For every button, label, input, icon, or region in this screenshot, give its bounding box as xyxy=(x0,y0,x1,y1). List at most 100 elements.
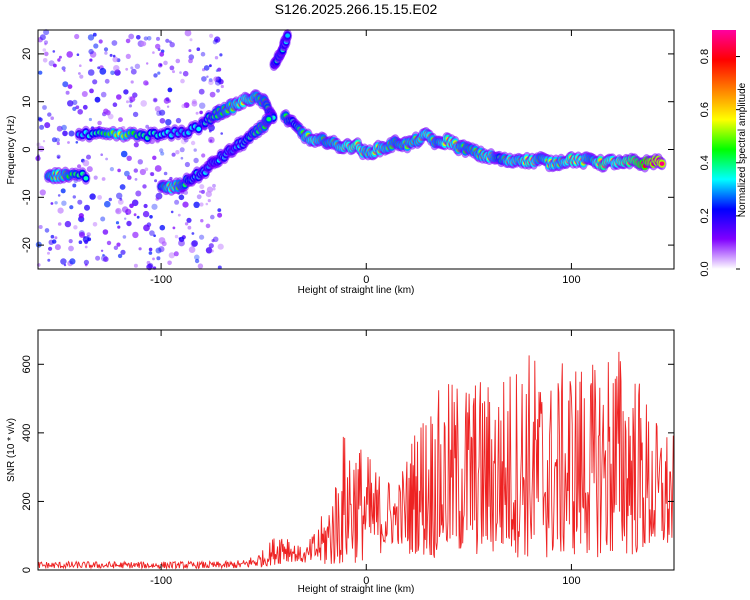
noise-speckle xyxy=(208,78,213,83)
noise-speckle xyxy=(171,152,176,157)
noise-speckle xyxy=(57,194,61,197)
noise-speckle xyxy=(86,154,91,160)
noise-speckle xyxy=(119,198,123,201)
noise-speckle xyxy=(126,220,132,227)
noise-speckle xyxy=(57,156,60,159)
noise-speckle xyxy=(184,29,192,37)
spec-ytick-label: -20 xyxy=(21,237,33,253)
noise-speckle xyxy=(200,51,206,57)
noise-speckle xyxy=(134,178,138,181)
noise-speckle xyxy=(57,58,61,62)
noise-speckle xyxy=(50,202,54,205)
noise-speckle xyxy=(124,170,130,177)
noise-speckle xyxy=(135,190,142,197)
noise-speckle xyxy=(199,102,206,109)
noise-speckle xyxy=(212,39,218,45)
noise-speckle xyxy=(202,68,206,72)
noise-speckle xyxy=(175,117,182,124)
noise-speckle xyxy=(89,58,93,62)
noise-speckle xyxy=(217,212,223,218)
noise-speckle xyxy=(117,253,123,259)
noise-speckle xyxy=(199,184,205,190)
noise-speckle xyxy=(44,40,48,45)
noise-speckle xyxy=(92,222,98,227)
snr-frame xyxy=(37,329,675,571)
noise-speckle xyxy=(101,177,106,181)
noise-speckle xyxy=(103,47,109,52)
noise-speckle xyxy=(181,103,186,109)
noise-speckle xyxy=(113,245,119,250)
noise-speckle xyxy=(105,157,108,161)
noise-speckle xyxy=(124,217,127,220)
noise-speckle xyxy=(100,91,107,98)
noise-speckle xyxy=(123,89,129,95)
noise-speckle xyxy=(205,202,209,206)
noise-speckle xyxy=(61,66,66,71)
noise-speckle xyxy=(67,84,73,89)
noise-speckle xyxy=(116,242,121,247)
noise-speckle xyxy=(99,67,107,75)
noise-speckle xyxy=(60,188,66,194)
noise-speckle xyxy=(209,64,212,68)
noise-speckle xyxy=(62,130,68,137)
noise-speckle xyxy=(165,38,170,43)
noise-speckle xyxy=(69,258,76,265)
noise-speckle xyxy=(220,132,223,135)
noise-speckle xyxy=(105,110,111,116)
noise-speckle xyxy=(73,225,78,230)
noise-speckle xyxy=(137,159,143,165)
ridge-lower-branch xyxy=(156,112,274,196)
noise-speckle xyxy=(148,247,153,252)
noise-speckle xyxy=(125,53,131,60)
noise-speckle xyxy=(38,70,43,75)
noise-speckle xyxy=(152,155,157,160)
noise-speckle xyxy=(89,193,96,200)
noise-speckle xyxy=(107,113,114,120)
noise-speckle xyxy=(119,184,126,190)
noise-speckle xyxy=(87,69,95,76)
noise-speckle xyxy=(116,94,122,100)
noise-speckle xyxy=(68,239,73,244)
noise-speckle xyxy=(208,79,214,86)
noise-speckle xyxy=(194,258,200,264)
spectrogram-marks xyxy=(35,29,667,271)
noise-speckle xyxy=(196,47,201,51)
noise-speckle xyxy=(144,167,149,172)
noise-speckle xyxy=(146,36,152,41)
noise-speckle xyxy=(163,60,168,66)
noise-speckle xyxy=(136,215,140,219)
noise-speckle xyxy=(206,186,214,193)
noise-speckle xyxy=(112,56,119,63)
colorbar-tick-label: 0.4 xyxy=(699,155,711,170)
noise-speckle xyxy=(153,98,157,102)
noise-speckle xyxy=(84,239,89,245)
colorbar-gradient xyxy=(712,30,736,269)
noise-speckle xyxy=(143,224,150,232)
noise-speckle xyxy=(169,42,175,48)
noise-speckle xyxy=(208,243,214,249)
noise-speckle xyxy=(217,208,222,213)
noise-speckle xyxy=(217,243,224,250)
noise-speckle xyxy=(175,150,180,155)
noise-speckle xyxy=(157,71,161,75)
noise-speckle xyxy=(205,247,213,254)
snr-ytick-label: 400 xyxy=(21,424,33,442)
noise-speckle xyxy=(199,234,205,240)
noise-speckle xyxy=(100,216,106,222)
noise-speckle xyxy=(220,84,224,89)
noise-speckle xyxy=(179,147,185,153)
ridge-core xyxy=(196,126,202,132)
noise-speckle xyxy=(78,213,84,219)
snr-ytick-label: 200 xyxy=(21,492,33,510)
noise-speckle xyxy=(165,97,170,102)
noise-speckle xyxy=(56,141,60,146)
noise-speckle xyxy=(170,210,174,214)
noise-speckle xyxy=(143,203,148,209)
noise-speckle xyxy=(197,263,204,269)
noise-speckle xyxy=(213,76,219,82)
snr-ytick-label: 600 xyxy=(21,355,33,373)
noise-speckle xyxy=(155,247,162,254)
noise-speckle xyxy=(44,43,47,46)
